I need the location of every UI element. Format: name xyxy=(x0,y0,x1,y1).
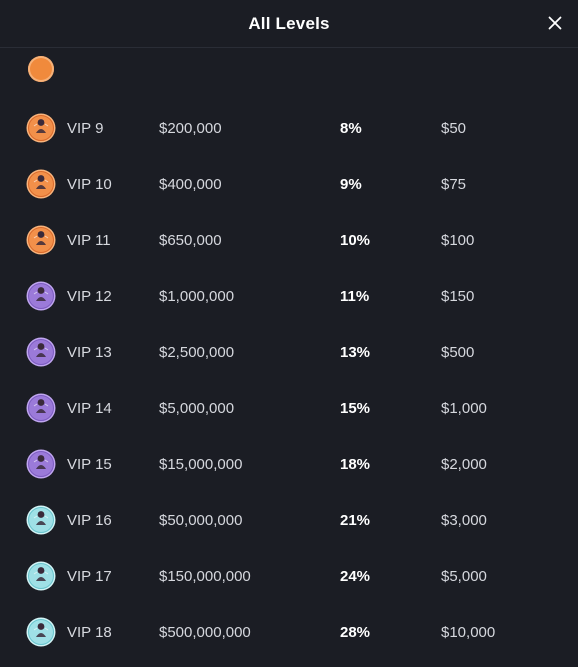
level-row: VIP 16 $50,000,000 21% $3,000 xyxy=(0,492,578,548)
level-name: VIP 16 xyxy=(67,511,112,529)
level-name: VIP 17 xyxy=(67,567,112,585)
level-up-reward: $5,000 xyxy=(441,567,487,585)
vip-badge-icon xyxy=(26,225,56,255)
wager-requirement: $650,000 xyxy=(159,231,222,249)
wager-requirement: $1,000,000 xyxy=(159,287,235,305)
level-name: VIP 12 xyxy=(67,287,112,305)
level-name: VIP 10 xyxy=(67,175,112,193)
level-row: VIP 18 $500,000,000 28% $10,000 xyxy=(0,604,578,660)
rakeback-percent: 10% xyxy=(340,231,371,249)
vip-badge-icon xyxy=(26,561,56,591)
level-row: VIP 13 $2,500,000 13% $500 xyxy=(0,324,578,380)
vip-badge-icon xyxy=(26,449,56,479)
rakeback-percent: 8% xyxy=(340,119,362,137)
modal-title: All Levels xyxy=(248,13,330,33)
level-name: VIP 9 xyxy=(67,119,104,137)
vip-badge-icon xyxy=(26,337,56,367)
rakeback-percent: 28% xyxy=(340,623,371,641)
level-up-reward: $10,000 xyxy=(441,623,496,641)
rakeback-percent: 15% xyxy=(340,399,371,417)
wager-requirement: $500,000,000 xyxy=(159,623,251,641)
vip-badge-icon xyxy=(26,505,56,535)
level-row: VIP 11 $650,000 10% $100 xyxy=(0,212,578,268)
level-row: VIP 15 $15,000,000 18% $2,000 xyxy=(0,436,578,492)
wager-requirement: $400,000 xyxy=(159,175,222,193)
vip-badge-icon xyxy=(26,281,56,311)
rakeback-percent: 18% xyxy=(340,455,371,473)
level-up-reward: $50 xyxy=(441,119,467,137)
wager-requirement: $150,000,000 xyxy=(159,567,251,585)
wager-requirement: $200,000 xyxy=(159,119,222,137)
level-row: VIP 17 $150,000,000 24% $5,000 xyxy=(0,548,578,604)
level-name: VIP 15 xyxy=(67,455,112,473)
level-up-reward: $500 xyxy=(441,343,475,361)
wager-requirement: $15,000,000 xyxy=(159,455,243,473)
levels-list[interactable]: VIP 9 $200,000 8% $50 VIP 10 $400,000 9%… xyxy=(0,48,578,667)
close-button[interactable] xyxy=(544,12,566,34)
level-up-reward: $100 xyxy=(441,231,475,249)
wager-requirement: $50,000,000 xyxy=(159,511,243,529)
level-up-reward: $3,000 xyxy=(441,511,487,529)
wager-requirement: $2,500,000 xyxy=(159,343,235,361)
level-row: VIP 10 $400,000 9% $75 xyxy=(0,156,578,212)
level-up-reward: $150 xyxy=(441,287,475,305)
level-up-reward: $75 xyxy=(441,175,467,193)
level-name: VIP 13 xyxy=(67,343,112,361)
vip-badge-icon xyxy=(26,169,56,199)
vip-badge-icon xyxy=(26,113,56,143)
close-icon xyxy=(548,16,562,30)
level-name: VIP 18 xyxy=(67,623,112,641)
vip-badge-icon xyxy=(26,617,56,647)
level-row: VIP 12 $1,000,000 11% $150 xyxy=(0,268,578,324)
rakeback-percent: 11% xyxy=(340,287,370,305)
level-row: VIP 9 $200,000 8% $50 xyxy=(0,100,578,156)
rakeback-percent: 13% xyxy=(340,343,371,361)
level-up-reward: $1,000 xyxy=(441,399,487,417)
rakeback-percent: 9% xyxy=(340,175,362,193)
level-up-reward: $2,000 xyxy=(441,455,487,473)
rakeback-percent: 21% xyxy=(340,511,371,529)
wager-requirement: $5,000,000 xyxy=(159,399,235,417)
modal-header: All Levels xyxy=(0,0,578,48)
level-name: VIP 14 xyxy=(67,399,112,417)
rakeback-percent: 24% xyxy=(340,567,371,585)
level-row: VIP 14 $5,000,000 15% $1,000 xyxy=(0,380,578,436)
level-name: VIP 11 xyxy=(67,231,111,249)
partial-vip-badge xyxy=(26,48,56,86)
vip-badge-icon xyxy=(26,393,56,423)
